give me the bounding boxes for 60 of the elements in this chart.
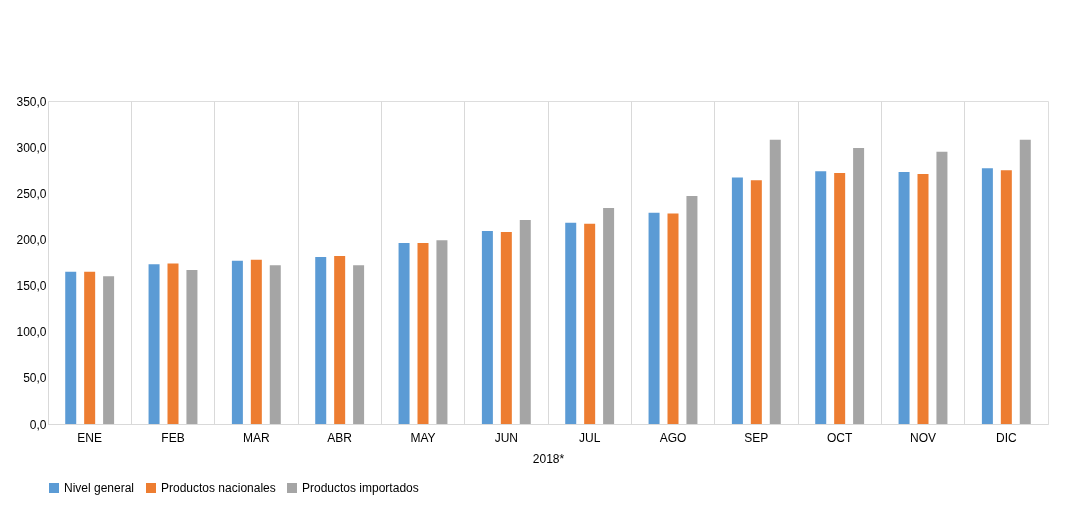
legend-label: Productos importados bbox=[302, 481, 419, 495]
bar bbox=[481, 231, 493, 424]
bar bbox=[648, 212, 660, 424]
x-tick-label: JUN bbox=[494, 430, 519, 445]
bar bbox=[315, 256, 327, 424]
bar bbox=[65, 271, 77, 424]
bar bbox=[584, 223, 596, 424]
bar bbox=[167, 263, 179, 424]
bar bbox=[398, 243, 410, 424]
x-tick-label: OCT bbox=[826, 430, 853, 445]
x-tick-label: DIC bbox=[996, 430, 1017, 445]
bar bbox=[103, 276, 115, 424]
x-tick-label: ABR bbox=[327, 430, 353, 445]
bar bbox=[84, 271, 96, 424]
bar bbox=[936, 151, 948, 424]
y-tick-label: 350,0 bbox=[16, 94, 47, 109]
bar bbox=[353, 265, 365, 424]
bar bbox=[565, 222, 577, 424]
bar bbox=[148, 264, 160, 424]
y-tick-label: 0,0 bbox=[29, 417, 47, 432]
x-tick-label: NOV bbox=[909, 430, 937, 445]
x-tick-label: FEB bbox=[161, 430, 185, 445]
x-tick-label: MAR bbox=[243, 430, 270, 445]
bar bbox=[186, 269, 198, 424]
bar bbox=[500, 232, 512, 424]
bar bbox=[750, 180, 762, 424]
x-tick-label: JUL bbox=[578, 430, 601, 445]
bar bbox=[667, 213, 679, 424]
bar bbox=[603, 208, 615, 424]
y-tick-label: 100,0 bbox=[16, 325, 47, 340]
bar bbox=[1000, 170, 1012, 424]
bar bbox=[853, 148, 865, 424]
bar bbox=[250, 259, 262, 424]
bar bbox=[769, 139, 781, 424]
x-axis-title: 2018* bbox=[532, 451, 565, 466]
y-tick-label: 150,0 bbox=[16, 279, 47, 294]
bar bbox=[686, 196, 698, 424]
legend-label: Nivel general bbox=[64, 481, 135, 495]
bar bbox=[417, 243, 429, 424]
x-tick-label: MAY bbox=[410, 430, 436, 445]
y-tick-label: 250,0 bbox=[16, 186, 47, 201]
bar bbox=[981, 168, 993, 424]
bar bbox=[815, 171, 827, 424]
bar bbox=[898, 172, 910, 424]
bar bbox=[834, 172, 846, 424]
bar bbox=[519, 220, 531, 424]
bar bbox=[334, 256, 346, 424]
bar bbox=[269, 265, 281, 424]
x-tick-label: ENE bbox=[77, 430, 103, 445]
legend-label: Productos nacionales bbox=[161, 481, 276, 495]
bar bbox=[917, 173, 929, 424]
bar bbox=[436, 240, 448, 424]
x-tick-label: SEP bbox=[744, 430, 769, 445]
bar bbox=[731, 177, 743, 424]
bar bbox=[231, 260, 243, 424]
y-tick-label: 50,0 bbox=[23, 371, 47, 386]
y-tick-label: 200,0 bbox=[16, 232, 47, 247]
x-tick-label: AGO bbox=[659, 430, 687, 445]
bar bbox=[1019, 139, 1031, 424]
y-tick-label: 300,0 bbox=[16, 140, 47, 155]
